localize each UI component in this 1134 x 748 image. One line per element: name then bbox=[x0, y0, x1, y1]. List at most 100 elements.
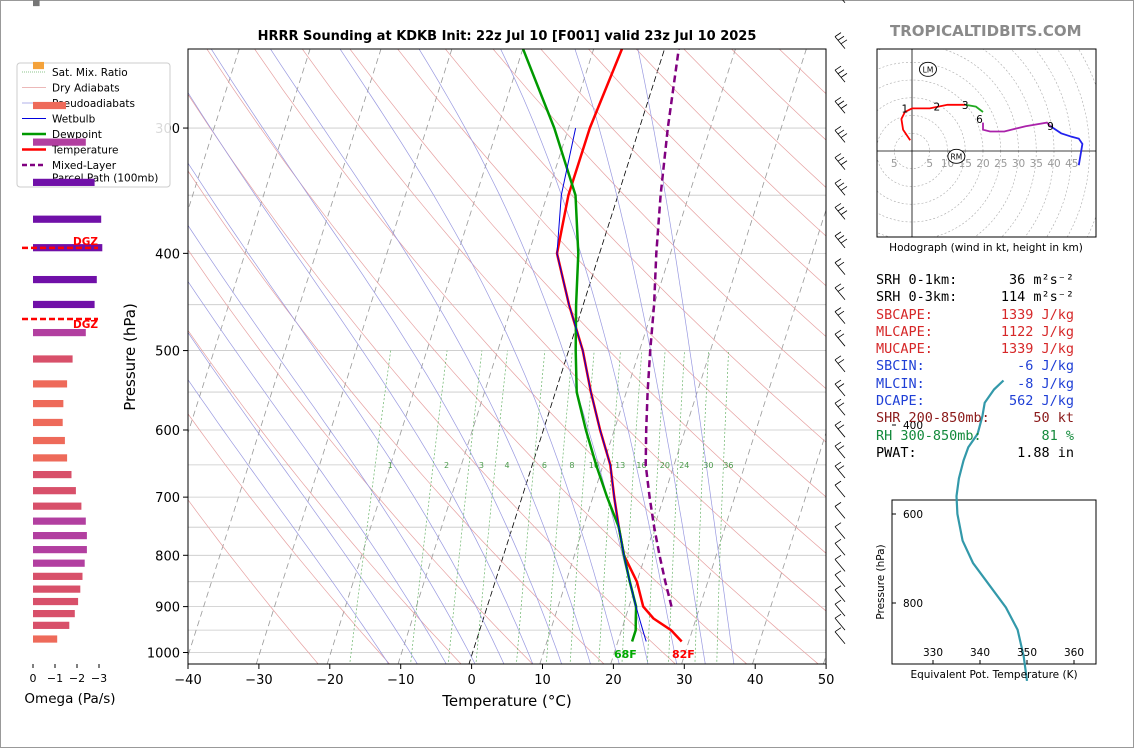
omega-bar bbox=[33, 635, 58, 643]
stat-row: DCAPE: 562 J/kg bbox=[876, 393, 1086, 410]
omega-x-tick-label: 0 bbox=[30, 672, 37, 685]
wind-barb-staff bbox=[834, 526, 846, 539]
theta-e-y-tick-label: 800 bbox=[903, 598, 923, 610]
omega-bar bbox=[33, 572, 83, 580]
wind-barb-flag bbox=[834, 599, 842, 605]
stat-label: SHR 200-850mb: bbox=[876, 410, 990, 427]
omega-bar bbox=[33, 487, 76, 495]
mixing-ratio-label: 10 bbox=[589, 461, 599, 470]
wind-barb-staff bbox=[834, 182, 846, 196]
theta-e-x-tick-label: 340 bbox=[970, 647, 990, 659]
hodograph-trace bbox=[900, 103, 966, 141]
stat-value: 562 J/kg bbox=[1008, 393, 1074, 410]
legend-label: Temperature bbox=[51, 145, 119, 157]
stat-row: MLCIN: -8 J/kg bbox=[876, 376, 1086, 393]
wind-barb bbox=[834, 203, 848, 220]
x-tick-label: 0 bbox=[467, 673, 475, 688]
dry-adiabat-line bbox=[683, 49, 826, 188]
hodograph-height-label: 6 bbox=[976, 114, 983, 126]
wind-barb-flag bbox=[834, 461, 842, 467]
stat-row: RH 300-850mb: 81 % bbox=[876, 428, 1086, 445]
omega-bar bbox=[33, 597, 79, 606]
wind-barb-staff bbox=[834, 617, 846, 631]
y-tick-label: 500 bbox=[155, 345, 180, 360]
wind-barb-flag bbox=[834, 522, 842, 527]
stat-label: SRH 0-3km: bbox=[876, 289, 958, 306]
wind-barb-flag bbox=[837, 445, 845, 451]
omega-bar bbox=[33, 215, 102, 223]
y-tick-label: 600 bbox=[155, 424, 180, 439]
dry-adiabat-line bbox=[349, 49, 826, 554]
storm-motion-marker bbox=[947, 148, 966, 164]
stat-label: MLCIN: bbox=[876, 375, 925, 392]
wind-barb-flag bbox=[834, 126, 842, 131]
wind-barb-staff bbox=[834, 424, 846, 438]
wind-barb-staff bbox=[834, 603, 846, 617]
wind-barb bbox=[834, 441, 846, 459]
moist-adiabat-line bbox=[188, 331, 418, 664]
mixing-ratio-line bbox=[516, 350, 546, 664]
omega-bar bbox=[33, 61, 44, 70]
dry-adiabat-line bbox=[188, 170, 605, 664]
mixing-ratio-label: 36 bbox=[723, 461, 733, 470]
dry-adiabat-line bbox=[444, 49, 826, 443]
x-tick-label: 20 bbox=[605, 673, 622, 688]
omega-bar bbox=[33, 400, 64, 408]
mixing-ratio-line bbox=[716, 350, 729, 664]
series-line-mixed-layer-parcel-path-mb- bbox=[644, 49, 681, 607]
wind-barb-flag bbox=[834, 420, 842, 426]
y-tick-label: 700 bbox=[155, 491, 180, 506]
wind-barb-flag bbox=[834, 258, 842, 263]
wind-barb-flag bbox=[837, 333, 845, 339]
mixing-ratio-label: 1 bbox=[388, 461, 393, 470]
wind-barb-flag bbox=[837, 182, 845, 188]
wind-barb-flag bbox=[840, 39, 848, 45]
storm-motion-marker bbox=[919, 61, 937, 77]
isotherm-line bbox=[255, 49, 453, 664]
wind-barb-flag bbox=[834, 627, 842, 633]
mixing-ratio-label: 8 bbox=[569, 461, 574, 470]
wind-barb-flag bbox=[837, 402, 845, 408]
wind-barb-staff bbox=[834, 235, 846, 249]
wind-barb-flag bbox=[834, 231, 842, 237]
omega-bar bbox=[33, 418, 63, 427]
dry-adiabat-line bbox=[731, 49, 826, 141]
x-tick-label: −20 bbox=[316, 673, 343, 688]
hodograph-ring-label: 35 bbox=[1030, 158, 1043, 170]
surface-dewpoint-label: 68F bbox=[614, 648, 637, 661]
wind-barb-flag bbox=[834, 480, 842, 486]
wind-barb-flag bbox=[834, 355, 842, 361]
x-tick-label: −30 bbox=[245, 673, 272, 688]
y-tick-label: 1000 bbox=[147, 647, 180, 662]
wind-barb-flag bbox=[834, 153, 842, 158]
y-tick-label: 900 bbox=[155, 601, 180, 616]
omega-bar bbox=[33, 300, 95, 309]
wind-barb-staff bbox=[834, 543, 846, 556]
wind-barb-flag bbox=[834, 502, 842, 507]
moist-adiabat-line bbox=[500, 49, 677, 664]
omega-bar bbox=[33, 275, 97, 284]
mixing-ratio-label: 2 bbox=[444, 461, 449, 470]
stat-row: SBCIN: -6 J/kg bbox=[876, 358, 1086, 375]
omega-bar bbox=[33, 517, 86, 525]
wind-barb bbox=[834, 283, 846, 301]
stat-row: PWAT: 1.88 in bbox=[876, 445, 1086, 462]
wind-barb-flag bbox=[834, 178, 842, 184]
moist-adiabat-line bbox=[188, 280, 447, 664]
stat-row: SRH 0-3km: 114 m²s⁻² bbox=[876, 289, 1086, 306]
wind-barb-flag bbox=[837, 206, 845, 212]
wind-barb-staff bbox=[834, 574, 846, 588]
wind-barb-staff bbox=[834, 311, 846, 324]
wind-barb bbox=[834, 420, 846, 438]
hodograph-trace bbox=[982, 121, 1052, 133]
wind-barb-staff bbox=[834, 484, 846, 498]
wind-barb-flag bbox=[837, 235, 845, 240]
storm-motion-label: LM bbox=[923, 65, 934, 74]
mixing-ratio-label: 6 bbox=[542, 461, 547, 470]
series-line-temperature bbox=[555, 49, 683, 643]
wind-barb bbox=[834, 65, 848, 83]
wind-barb-flag bbox=[837, 424, 845, 430]
omega-bar bbox=[33, 0, 40, 7]
wind-barb-staff bbox=[834, 559, 846, 572]
isotherm-line bbox=[0, 0, 12, 674]
